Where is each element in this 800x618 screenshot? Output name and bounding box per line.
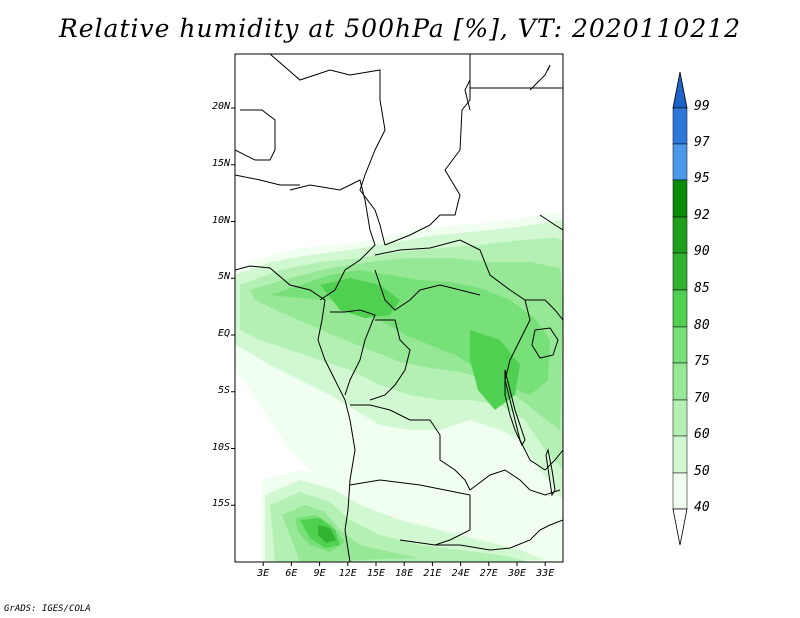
longitude-label: 9E <box>313 568 326 579</box>
colorbar-bin-92-95 <box>672 179 688 218</box>
colorbar-bin-60-70 <box>672 399 688 437</box>
map-frame <box>234 53 564 563</box>
border-libya-egypt <box>464 54 471 111</box>
colorbar-label: 97 <box>694 135 710 150</box>
border-namibia-botswana <box>435 519 563 551</box>
coastline-west <box>235 265 356 562</box>
colorbar-bin-95-97 <box>672 143 688 181</box>
colorbar-bin-50-60 <box>672 435 688 474</box>
lake-tanganyika <box>504 369 526 447</box>
longitude-label: 6E <box>285 568 298 579</box>
latitude-label: 5S <box>217 384 230 396</box>
colorbar-label: 40 <box>694 500 710 515</box>
latitude-label: 20N <box>211 101 230 112</box>
humidity-field <box>235 212 563 562</box>
colorbar-label: 99 <box>694 99 710 114</box>
colorbar-bin-85-90 <box>672 252 688 291</box>
latitude-label: 15N <box>211 157 230 169</box>
map-borders <box>235 54 563 562</box>
colorbar-label: 80 <box>694 318 710 333</box>
border-car-south <box>374 269 481 311</box>
longitude-label: 33E <box>536 568 555 579</box>
colorbar-label: 95 <box>694 171 710 186</box>
border-mozambique <box>544 449 563 471</box>
longitude-label: 30E <box>507 568 527 579</box>
colorbar-bin-97-99 <box>672 107 688 145</box>
lake-malawi <box>545 448 556 497</box>
longitude-label: 18E <box>395 568 414 579</box>
colorbar-label: 60 <box>694 427 710 442</box>
longitude-label: 3E <box>257 568 270 579</box>
colorbar-bottom-arrow <box>672 508 688 546</box>
border-drc-east <box>504 299 546 471</box>
colorbar-bin-70-75 <box>672 362 688 401</box>
grads-credit: GrADS: IGES/COLA <box>4 604 91 614</box>
border-east-africa <box>539 214 563 231</box>
colorbar-bin-75-80 <box>672 326 688 364</box>
colorbar-label: 85 <box>694 281 710 296</box>
border-uganda-kenya <box>530 299 563 321</box>
border-zambia <box>469 469 561 496</box>
longitude-label: 27E <box>479 568 498 579</box>
colorbar-bin-80-85 <box>672 289 688 328</box>
border-angola-south <box>349 479 471 546</box>
nile-coast <box>529 64 551 91</box>
latitude-label: 15S <box>211 498 230 510</box>
border-chad-sudan <box>384 54 471 246</box>
axis-ticks <box>231 107 546 566</box>
latitude-label: 5N <box>217 271 230 283</box>
longitude-label: 24E <box>451 568 470 579</box>
colorbar-label: 75 <box>694 354 710 369</box>
longitude-label: 21E <box>423 568 442 579</box>
border-car <box>374 239 540 301</box>
lake-victoria <box>531 327 559 359</box>
rh-80-85-region-a <box>320 278 400 318</box>
colorbar-bin-40-50 <box>672 472 688 510</box>
latitude-label: EQ <box>217 328 230 339</box>
border-congo <box>330 309 376 396</box>
chart-title: Relative humidity at 500hPa [%], VT: 202… <box>58 14 742 43</box>
colorbar-bin-90-92 <box>672 216 688 254</box>
border-nigeria-cameroon <box>289 179 376 301</box>
border-north-sahara <box>269 54 386 246</box>
rh-85-90-region <box>318 525 336 543</box>
border-sahel <box>235 174 300 186</box>
longitude-label: 12E <box>338 568 357 579</box>
colorbar-label: 92 <box>694 208 710 223</box>
longitude-label: 15E <box>366 568 386 579</box>
latitude-label: 10N <box>211 214 230 226</box>
colorbar <box>672 71 688 546</box>
latitude-label: 10S <box>211 441 230 453</box>
colorbar-label: 70 <box>694 391 710 406</box>
border-niger-nigeria <box>235 109 276 161</box>
colorbar-label: 90 <box>694 244 710 259</box>
border-angola <box>350 404 471 491</box>
border-drc-west <box>369 319 411 401</box>
colorbar-label: 50 <box>694 464 710 479</box>
colorbar-top-arrow <box>672 71 688 109</box>
